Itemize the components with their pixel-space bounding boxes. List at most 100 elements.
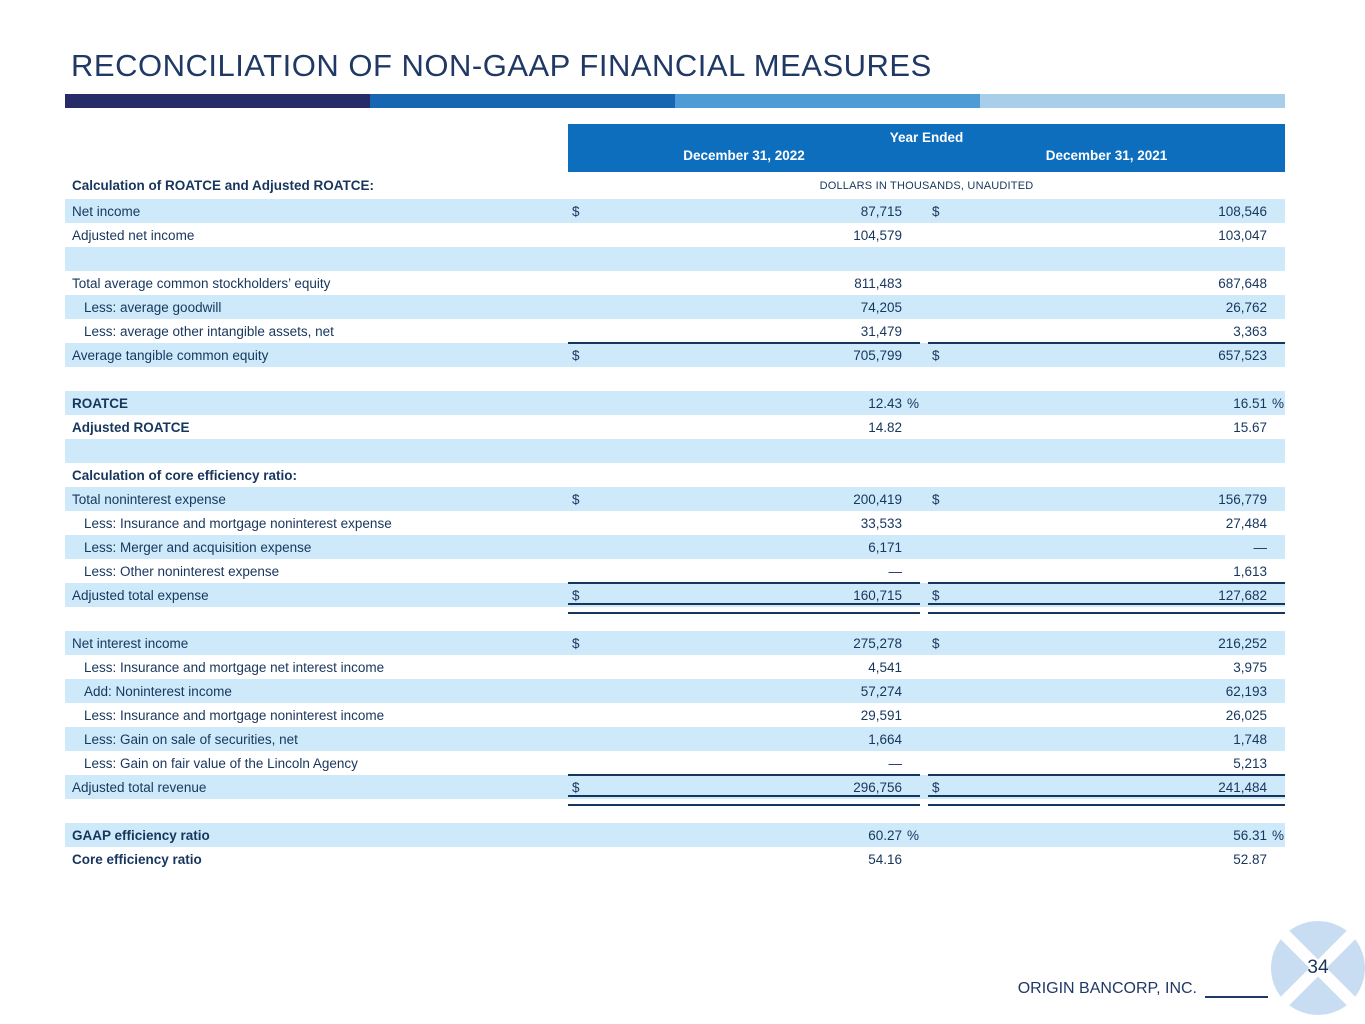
value-cell-2022: 31,479	[568, 319, 920, 344]
value-2021: 216,252	[1218, 635, 1267, 651]
value-cell-2021	[928, 247, 1285, 271]
accent-bar-segment	[65, 94, 370, 108]
row-label: Less: Gain on sale of securities, net	[84, 731, 298, 747]
value-cell-2022: $ 705,799	[568, 343, 920, 367]
value-cell-2022: 60.27 %	[568, 823, 920, 847]
table-row: Less: Merger and acquisition expense 6,1…	[65, 535, 1285, 559]
value-cell-2022	[568, 607, 920, 631]
dollar-sign: $	[932, 587, 940, 603]
value-2021: 108,546	[1218, 203, 1267, 219]
table-row: Less: Gain on fair value of the Lincoln …	[65, 751, 1285, 776]
table-rows: Net income $ 87,715 $ 108,546 Adjusted n…	[65, 199, 1285, 871]
value-cell-2022: 104,579	[568, 223, 920, 247]
value-cell-2021: 26,762	[928, 295, 1285, 319]
value-cell-2022	[568, 463, 920, 487]
year-ended-header: Year Ended	[889, 130, 964, 145]
row-label: GAAP efficiency ratio	[72, 827, 210, 843]
value-2021: 3,975	[1233, 659, 1267, 675]
table-row: Calculation of core efficiency ratio:	[65, 463, 1285, 487]
column-gap	[920, 631, 928, 655]
date-headers: December 31, 2022 December 31, 2021	[568, 148, 1285, 163]
value-2021: 103,047	[1218, 227, 1267, 243]
value-cell-2022: 12.43 %	[568, 391, 920, 415]
column-gap	[920, 727, 928, 751]
table-row	[65, 247, 1285, 271]
value-cell-2021	[928, 439, 1285, 463]
table-row: Less: Other noninterest expense — 1,613	[65, 559, 1285, 584]
value-2021: 16.51	[1233, 395, 1267, 411]
value-cell-2021: $ 127,682	[928, 583, 1285, 614]
units-note: DOLLARS IN THOUSANDS, UNAUDITED	[819, 180, 1034, 192]
column-gap	[920, 148, 928, 163]
table-row: Adjusted ROATCE 14.82 15.67	[65, 415, 1285, 439]
percent-sign: %	[907, 395, 920, 411]
row-label: Less: Merger and acquisition expense	[84, 539, 312, 555]
value-2021: —	[1253, 539, 1268, 555]
table-row: Add: Noninterest income 57,274 62,193	[65, 679, 1285, 703]
value-cell-2021: 3,975	[928, 655, 1285, 679]
row-label: Adjusted total expense	[72, 587, 209, 603]
value-2022: 104,579	[853, 227, 902, 243]
value-2022: 160,715	[853, 587, 902, 603]
value-cell-2021: 27,484	[928, 511, 1285, 535]
column-gap	[920, 439, 928, 463]
column-gap	[920, 847, 928, 871]
value-2022: 54.16	[868, 851, 902, 867]
value-2022: 12.43	[868, 395, 902, 411]
table-row: Adjusted net income 104,579 103,047	[65, 223, 1285, 247]
value-cell-2022: $ 275,278	[568, 631, 920, 655]
value-2022: 33,533	[860, 515, 902, 531]
value-2022: 87,715	[860, 203, 902, 219]
value-cell-2021: 26,025	[928, 703, 1285, 727]
value-cell-2022: $ 160,715	[568, 583, 920, 614]
value-2022: 705,799	[853, 347, 902, 363]
column-gap	[920, 319, 928, 343]
value-2022: 29,591	[860, 707, 902, 723]
col-header-2022: December 31, 2022	[683, 148, 805, 163]
value-cell-2022	[568, 367, 920, 391]
column-gap	[920, 703, 928, 727]
row-label: Calculation of core efficiency ratio:	[72, 467, 298, 483]
dollar-sign: $	[572, 635, 580, 651]
dollar-sign: $	[932, 203, 940, 219]
dollar-sign: $	[932, 779, 940, 795]
value-2021: 62,193	[1225, 683, 1267, 699]
column-gap	[920, 679, 928, 703]
value-2021: 657,523	[1218, 347, 1267, 363]
value-cell-2021: $ 156,779	[928, 487, 1285, 511]
value-cell-2022: 1,664	[568, 727, 920, 751]
dollar-sign: $	[572, 587, 580, 603]
value-2021: 241,484	[1218, 779, 1267, 795]
accent-bar	[65, 94, 1285, 108]
value-2021: 5,213	[1233, 755, 1267, 771]
table-row: Less: Gain on sale of securities, net 1,…	[65, 727, 1285, 751]
row-label: Adjusted net income	[72, 227, 195, 243]
value-cell-2021	[928, 463, 1285, 487]
column-gap	[920, 751, 928, 775]
accent-bar-segment	[675, 94, 980, 108]
row-label: Less: Other noninterest expense	[84, 563, 280, 579]
row-label: Net interest income	[72, 635, 189, 651]
value-2021: 56.31	[1233, 827, 1267, 843]
value-2022: 60.27	[868, 827, 902, 843]
table-subheader: Calculation of ROATCE and Adjusted ROATC…	[65, 172, 1285, 199]
accent-bar-segment	[370, 94, 675, 108]
value-cell-2022: 6,171	[568, 535, 920, 559]
table-header: Year Ended December 31, 2022 December 31…	[568, 124, 1285, 172]
column-gap	[920, 295, 928, 319]
row-label: Less: average goodwill	[84, 299, 222, 315]
column-gap	[920, 511, 928, 535]
value-2022: 14.82	[868, 419, 902, 435]
table-row: ROATCE 12.43 % 16.51 %	[65, 391, 1285, 415]
percent-sign: %	[907, 827, 920, 843]
value-2021: 26,762	[1225, 299, 1267, 315]
row-label: Add: Noninterest income	[84, 683, 232, 699]
table-row: Less: average other intangible assets, n…	[65, 319, 1285, 344]
value-cell-2021: 1,748	[928, 727, 1285, 751]
percent-sign: %	[1272, 395, 1285, 411]
row-label: Net income	[72, 203, 141, 219]
value-2022: 6,171	[868, 539, 902, 555]
value-cell-2021: 56.31 %	[928, 823, 1285, 847]
row-label: Core efficiency ratio	[72, 851, 202, 867]
